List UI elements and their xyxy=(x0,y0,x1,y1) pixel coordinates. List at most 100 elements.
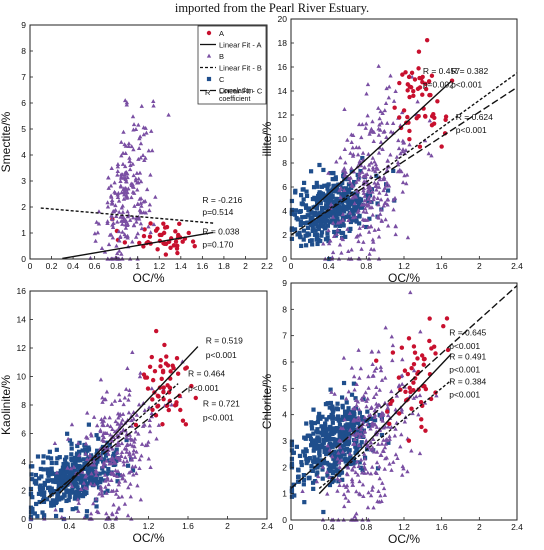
data-point-A-49 xyxy=(390,350,396,355)
x-tick-label: 0.8 xyxy=(360,522,372,532)
data-point-C-178 xyxy=(349,198,354,203)
y-tick-label: 9 xyxy=(282,278,287,288)
data-point-B-291 xyxy=(363,206,368,211)
data-point-C-320 xyxy=(350,424,355,429)
data-point-B-106 xyxy=(116,494,121,499)
data-point-A-52 xyxy=(143,375,148,380)
data-point-C-279 xyxy=(372,418,378,423)
data-point-C-302 xyxy=(323,197,328,202)
data-point-C-414 xyxy=(86,469,91,475)
data-point-C-357 xyxy=(294,216,299,221)
data-point-B-40 xyxy=(104,389,110,394)
data-point-B-247 xyxy=(93,472,99,477)
x-tick-label: 1.6 xyxy=(196,261,208,271)
data-point-A-20 xyxy=(400,72,405,77)
data-point-C-189 xyxy=(307,475,312,480)
annotation-text: p<0.001 xyxy=(456,125,487,135)
data-point-B-183 xyxy=(132,203,137,208)
data-point-C-418 xyxy=(60,474,65,480)
data-point-B-286 xyxy=(357,479,362,484)
data-point-A-31 xyxy=(423,86,429,92)
data-point-B-119 xyxy=(142,157,147,162)
data-point-B-227 xyxy=(362,429,368,434)
data-point-B-235 xyxy=(371,505,376,510)
data-point-B-142 xyxy=(434,393,439,398)
data-point-C-370 xyxy=(361,396,366,402)
data-point-B-172 xyxy=(138,196,144,201)
data-point-B-260 xyxy=(104,458,109,463)
data-point-B-195 xyxy=(391,98,397,103)
data-point-B-205 xyxy=(382,445,388,450)
data-point-B-227 xyxy=(376,202,381,207)
data-point-C-119 xyxy=(314,472,319,477)
data-point-B-186 xyxy=(65,436,71,441)
data-point-B-167 xyxy=(401,140,407,145)
data-point-B-277 xyxy=(371,247,377,252)
y-tick-label: 10 xyxy=(278,134,288,144)
data-point-B-154 xyxy=(377,177,382,182)
data-point-B-102 xyxy=(124,100,130,105)
data-point-C-160 xyxy=(302,500,307,505)
data-point-C-270 xyxy=(299,193,304,198)
data-point-C-417 xyxy=(77,474,82,479)
data-point-C-299 xyxy=(83,447,88,452)
annotation-text: R = 0.721 xyxy=(203,398,240,408)
data-point-B-202 xyxy=(385,197,391,202)
data-point-B-66 xyxy=(135,231,140,236)
data-point-C-206 xyxy=(358,169,363,174)
x-tick-label: 0.4 xyxy=(67,261,79,271)
data-point-B-219 xyxy=(83,451,88,456)
data-point-C-387 xyxy=(77,466,82,471)
data-point-B-115 xyxy=(362,415,368,420)
data-point-B-42 xyxy=(108,432,113,437)
data-point-C-246 xyxy=(340,417,345,422)
data-point-C-277 xyxy=(315,184,320,189)
annotation-text: R = 0.384 xyxy=(449,376,486,386)
data-point-C-336 xyxy=(325,446,330,451)
data-point-C-291 xyxy=(313,212,319,217)
data-point-B-257 xyxy=(130,443,135,448)
data-point-C-255 xyxy=(307,238,313,244)
data-point-B-193 xyxy=(125,195,130,200)
data-point-C-412 xyxy=(328,208,333,213)
data-point-B-207 xyxy=(126,485,131,490)
data-point-B-190 xyxy=(95,230,101,235)
x-tick-label: 0 xyxy=(28,521,33,531)
data-point-B-292 xyxy=(154,436,159,441)
data-point-A-42 xyxy=(175,371,181,376)
scatter-points xyxy=(88,98,197,261)
data-point-C-198 xyxy=(69,441,74,446)
data-point-B-168 xyxy=(120,203,125,208)
data-point-B-188 xyxy=(371,394,377,399)
data-point-B-63 xyxy=(375,214,380,219)
data-point-B-259 xyxy=(130,464,135,469)
data-point-B-121 xyxy=(376,227,381,232)
y-tick-label: 1 xyxy=(21,228,26,238)
data-point-C-312 xyxy=(312,455,317,460)
data-point-C-206 xyxy=(90,478,96,483)
data-point-C-191 xyxy=(34,501,39,507)
data-point-B-201 xyxy=(328,238,333,243)
data-point-B-35 xyxy=(116,198,122,203)
data-point-B-143 xyxy=(110,225,116,230)
data-point-A-22 xyxy=(161,221,166,226)
data-point-B-258 xyxy=(370,420,375,425)
data-point-B-131 xyxy=(122,172,128,177)
data-point-A-27 xyxy=(411,380,416,385)
data-point-B-286 xyxy=(97,491,102,496)
data-point-C-187 xyxy=(315,219,321,224)
annotation-text: R = -0.216 xyxy=(202,195,242,205)
data-point-B-116 xyxy=(98,484,104,489)
data-point-B-268 xyxy=(382,492,388,497)
data-point-B-121 xyxy=(124,449,129,454)
data-point-C-337 xyxy=(344,441,349,446)
data-point-C-234 xyxy=(315,430,321,435)
data-point-B-274 xyxy=(114,454,119,459)
data-point-B-239 xyxy=(376,126,381,131)
data-point-B-22 xyxy=(351,406,356,411)
data-point-B-223 xyxy=(111,220,116,225)
y-tick-label: 14 xyxy=(278,86,288,96)
data-point-B-43 xyxy=(130,349,135,354)
data-point-B-32 xyxy=(120,417,125,422)
data-point-B-221 xyxy=(147,423,152,428)
